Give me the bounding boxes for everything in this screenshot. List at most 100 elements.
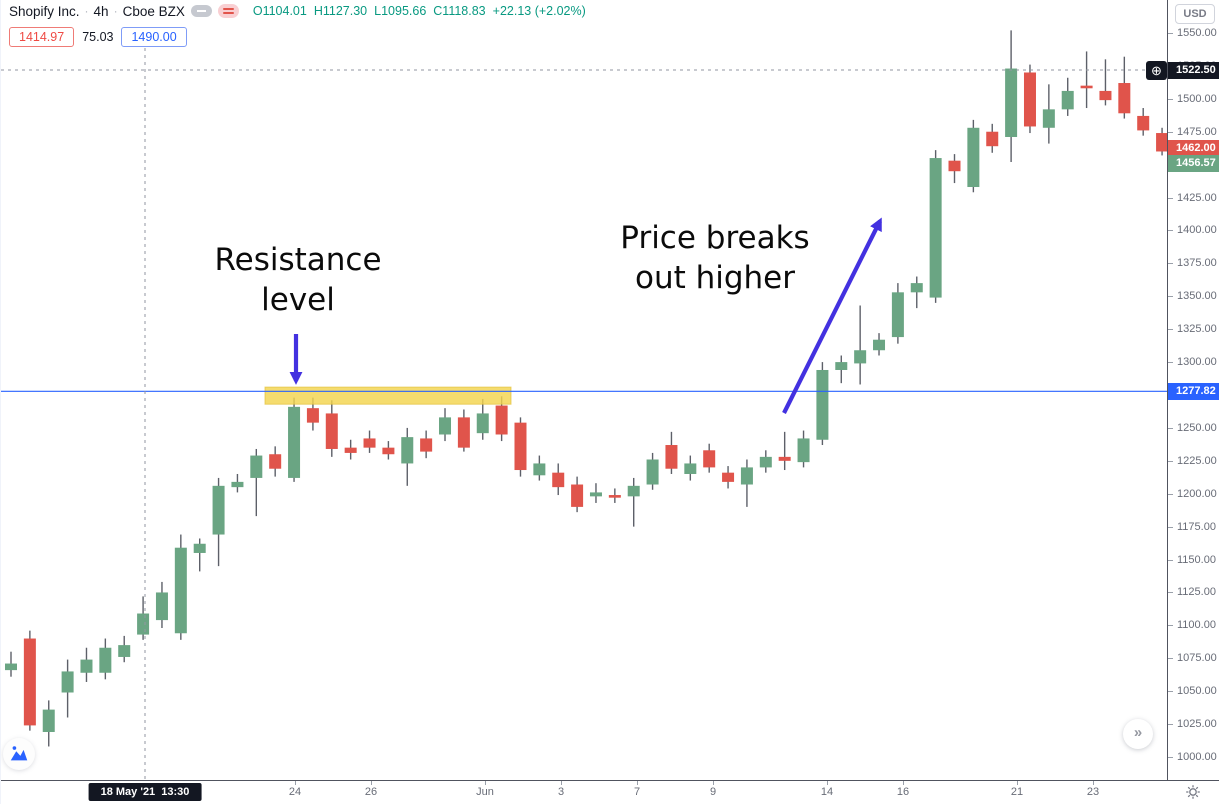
- price-tick-label: 1550.00: [1177, 27, 1217, 39]
- price-tick-label: 1025.00: [1177, 718, 1217, 731]
- open-value: O1104.01: [252, 4, 307, 18]
- candle-body: [1156, 133, 1167, 152]
- candle-body: [344, 447, 357, 453]
- price-tick-mark: [1168, 329, 1173, 331]
- time-tick-mark: [1093, 781, 1094, 785]
- annotation-line: level: [261, 282, 335, 318]
- time-tick-mark: [485, 781, 486, 785]
- price-axis-badge: 1456.57: [1168, 154, 1219, 172]
- candle-body: [986, 131, 999, 147]
- price-tick-mark: [1168, 362, 1173, 364]
- candle-body: [929, 158, 942, 298]
- time-tick-label: 7: [633, 786, 641, 798]
- price-tick-label: 1250.00: [1177, 421, 1217, 434]
- price-tick-mark: [1168, 625, 1173, 627]
- time-tick-mark: [903, 781, 904, 785]
- chart-plot-area[interactable]: Resistance level Price breaks out higher…: [1, 0, 1167, 780]
- candle-body: [382, 447, 395, 455]
- time-tick-mark: [637, 781, 638, 785]
- price-tick-label: 1075.00: [1177, 652, 1217, 665]
- time-tick-label: 23: [1086, 786, 1100, 798]
- time-tick-mark: [713, 781, 714, 785]
- exchange-label[interactable]: Cboe BZX: [122, 3, 185, 19]
- candle-body: [155, 592, 168, 621]
- candle-body: [1080, 85, 1093, 89]
- candle-body: [514, 422, 527, 471]
- interval-label[interactable]: 4h: [93, 3, 109, 19]
- close-value: C1118.83: [433, 4, 486, 18]
- candle-body: [740, 467, 753, 485]
- price-tick-mark: [1168, 592, 1173, 594]
- candle-body: [42, 709, 55, 732]
- candle-body: [5, 663, 17, 671]
- mountain-logo-icon: [10, 746, 28, 761]
- annotation-line: Price breaks: [620, 220, 810, 256]
- candle-body: [646, 459, 659, 485]
- candle-body: [439, 417, 452, 435]
- annotation-resistance-level: Resistance level: [214, 240, 381, 320]
- annotation-price-breaks-out: Price breaks out higher: [620, 218, 809, 298]
- candle-body: [476, 413, 489, 434]
- symbol-title[interactable]: Shopify Inc.: [9, 3, 80, 19]
- currency-button[interactable]: USD: [1175, 4, 1215, 24]
- price-tick-label: 1325.00: [1177, 323, 1217, 336]
- candle-body: [552, 472, 565, 488]
- legend-separator: ·: [113, 4, 118, 18]
- price-tick-label: 1175.00: [1177, 520, 1216, 533]
- add-alert-plus-icon[interactable]: ⊕: [1146, 61, 1167, 80]
- time-tick-mark: [295, 781, 296, 785]
- price-tick-mark: [1168, 131, 1173, 133]
- candlestick-chart: [1, 30, 1167, 780]
- candle-body: [684, 463, 697, 474]
- candle-body: [891, 292, 904, 338]
- price-axis[interactable]: USD 1550.001525.001500.001475.001450.001…: [1167, 0, 1219, 780]
- target-price-box[interactable]: 1490.00: [121, 27, 187, 47]
- time-axis[interactable]: 24 26 Jun 3 7 9 14 16 21 23 18 May '21 13:30: [1, 780, 1219, 804]
- price-tick-label: 1300.00: [1177, 356, 1217, 369]
- minimize-legend-icon[interactable]: [190, 5, 212, 17]
- time-tick-label: 16: [896, 786, 910, 798]
- high-value: H1127.30: [313, 4, 368, 18]
- candle-body: [61, 671, 74, 693]
- price-tick-label: 1000.00: [1177, 751, 1217, 763]
- candle-body: [99, 647, 112, 673]
- axis-settings-gear-icon[interactable]: [1185, 784, 1201, 800]
- price-tick-mark: [1168, 33, 1173, 34]
- quantity-value: 75.03: [82, 30, 114, 44]
- time-tick-label: 26: [364, 786, 378, 798]
- tradingview-watermark-logo[interactable]: [3, 738, 35, 770]
- change-value: +22.13 (+2.02%): [492, 4, 586, 18]
- candle-body: [722, 472, 735, 482]
- candle-body: [269, 454, 282, 469]
- candle-body: [306, 408, 319, 423]
- collapse-panel-button[interactable]: »: [1123, 719, 1153, 749]
- market-status-icon[interactable]: [217, 4, 239, 18]
- candle-body: [1118, 83, 1131, 114]
- candle-body: [759, 456, 772, 468]
- candle-body: [967, 127, 980, 188]
- price-axis-badge: 1277.82: [1168, 382, 1219, 400]
- price-axis-badge: 1462.00: [1168, 139, 1219, 157]
- stop-price-box[interactable]: 1414.97: [9, 27, 75, 47]
- resistance-band: [264, 386, 512, 405]
- candle-body: [1023, 72, 1036, 127]
- ohlc-values: O1104.01 H1127.30 L1095.66 C1118.83 +22.…: [253, 4, 586, 18]
- candle-body: [797, 438, 810, 463]
- candle-body: [1005, 68, 1018, 137]
- candle-body: [948, 160, 961, 172]
- candle-body: [910, 283, 923, 293]
- time-tick-label: 9: [709, 786, 717, 798]
- price-tick-mark: [1168, 493, 1173, 495]
- price-tick-mark: [1168, 98, 1173, 100]
- price-tick-mark: [1168, 526, 1173, 528]
- candle-body: [1137, 115, 1150, 131]
- symbol-legend: Shopify Inc. · 4h · Cboe BZX O1104.01 H1…: [9, 2, 586, 47]
- price-tick-label: 1375.00: [1177, 257, 1217, 270]
- price-tick-mark: [1168, 559, 1173, 561]
- candle-body: [80, 659, 93, 673]
- candle-body: [325, 413, 338, 449]
- price-tick-label: 1125.00: [1177, 586, 1216, 599]
- candle-body: [288, 406, 301, 478]
- price-tick-label: 1225.00: [1177, 454, 1217, 467]
- candle-body: [420, 438, 433, 452]
